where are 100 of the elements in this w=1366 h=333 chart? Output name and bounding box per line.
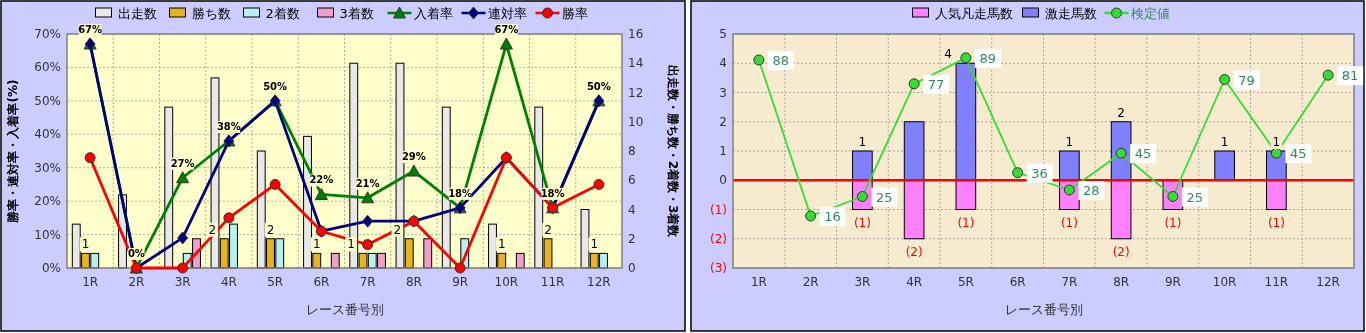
data-label: 45 xyxy=(1290,146,1307,162)
data-label: (2) xyxy=(1112,244,1130,259)
legend-label: 勝ち数 xyxy=(191,6,231,21)
x-tick-label: 1R xyxy=(82,275,99,289)
data-label: 2 xyxy=(393,222,402,237)
data-label: (1) xyxy=(1164,215,1182,230)
y2-tick-label: 10 xyxy=(628,114,644,129)
x-tick-label: 4R xyxy=(906,275,923,289)
x-tick-label: 10R xyxy=(494,275,519,289)
x-tick-label: 11R xyxy=(1264,275,1289,289)
y2-tick-label: 0 xyxy=(628,261,636,275)
y-tick-label: 50% xyxy=(34,93,61,108)
x-tick-label: 8R xyxy=(405,275,422,289)
data-label: 29% xyxy=(401,151,426,163)
y-tick-label: 0% xyxy=(41,261,61,275)
data-label: 1 xyxy=(590,237,599,252)
data-label: 1 xyxy=(1272,135,1281,149)
data-label: 18% xyxy=(540,187,565,199)
data-label: 38% xyxy=(216,120,241,132)
x-tick-label: 3R xyxy=(174,275,191,289)
data-label: 0% xyxy=(127,248,145,259)
x-tick-label: 11R xyxy=(540,275,565,289)
y-tick-label: (1) xyxy=(710,202,727,217)
y2-tick-label: 12 xyxy=(628,85,644,100)
y-tick-label: 70% xyxy=(34,27,61,41)
data-label: 1 xyxy=(347,237,355,252)
y-tick-label: 5 xyxy=(719,27,727,41)
legend-label: 人気凡走馬数 xyxy=(934,6,1013,21)
x-tick-label: 7R xyxy=(359,275,376,289)
data-label: 2 xyxy=(266,222,275,237)
y-axis-title: 勝率・連対率・入着率(%) xyxy=(6,79,20,224)
x-tick-label: 9R xyxy=(452,275,469,289)
legend-label: 勝率 xyxy=(561,6,588,21)
data-label: 79 xyxy=(1238,72,1255,88)
data-label: 88 xyxy=(772,53,790,68)
y-tick-label: 30% xyxy=(34,160,61,175)
x-tick-label: 12R xyxy=(587,275,611,289)
legend-label: 検定値 xyxy=(1130,6,1170,21)
data-label: 1 xyxy=(312,237,321,252)
y2-tick-label: 8 xyxy=(628,144,636,158)
x-tick-label: 6R xyxy=(313,275,330,289)
x-tick-label: 1R xyxy=(750,275,767,289)
x-axis-title: レース番号別 xyxy=(305,302,384,317)
data-label: (1) xyxy=(853,215,871,230)
legend-label: 3着数 xyxy=(339,6,374,21)
y-tick-label: 60% xyxy=(34,60,61,75)
legend-label: 連対率 xyxy=(487,6,527,21)
y2-tick-label: 4 xyxy=(628,202,636,217)
y2-tick-label: 16 xyxy=(628,27,644,41)
data-label: 45 xyxy=(1134,146,1152,162)
data-label: 1 xyxy=(1220,135,1229,149)
data-label: 36 xyxy=(1031,165,1048,181)
y-tick-label: 40% xyxy=(34,127,61,142)
x-axis-title: レース番号別 xyxy=(1004,302,1083,317)
legend-label: 激走馬数 xyxy=(1044,6,1097,21)
data-label: 2 xyxy=(1117,105,1125,120)
data-label: 16 xyxy=(824,209,841,224)
data-label: 18% xyxy=(448,187,473,199)
x-tick-label: 5R xyxy=(267,275,284,289)
x-tick-label: 12R xyxy=(1316,275,1340,289)
legend-label: 2着数 xyxy=(265,6,300,21)
data-label: 25 xyxy=(876,189,893,205)
x-tick-label: 6R xyxy=(1009,275,1026,289)
data-label: 50% xyxy=(586,80,611,92)
y-tick-label: 1 xyxy=(719,144,727,158)
data-label: 67% xyxy=(78,24,103,36)
y-tick-label: 3 xyxy=(719,85,727,100)
data-label: 89 xyxy=(979,50,997,66)
x-tick-label: 5R xyxy=(957,275,974,289)
y2-tick-label: 2 xyxy=(628,231,636,246)
data-label: (1) xyxy=(1060,215,1078,230)
x-tick-label: 10R xyxy=(1212,275,1237,289)
data-label: 2 xyxy=(544,222,552,237)
data-label: 28 xyxy=(1083,183,1100,198)
data-label: 25 xyxy=(1186,189,1204,205)
y-tick-label: 0 xyxy=(719,173,727,188)
y-tick-label: 10% xyxy=(34,227,61,242)
y2-tick-label: 14 xyxy=(628,56,644,71)
data-label: (1) xyxy=(957,215,975,230)
data-label: 27% xyxy=(170,157,195,169)
legend-label: 入着率 xyxy=(413,6,453,21)
data-label: 1 xyxy=(81,237,90,252)
y-tick-label: (3) xyxy=(710,261,727,275)
y2-axis-title: 出走数・勝ち数・2着数・3着数 xyxy=(666,64,680,239)
data-label: 50% xyxy=(263,80,288,92)
data-label: (2) xyxy=(905,244,923,259)
y-tick-label: 20% xyxy=(34,194,61,209)
x-tick-label: 9R xyxy=(1164,275,1181,289)
data-label: 1 xyxy=(497,237,506,252)
y-tick-label: 4 xyxy=(719,56,727,71)
legend-label: 出走数 xyxy=(117,6,157,21)
x-tick-label: 8R xyxy=(1113,275,1130,289)
data-label: 1 xyxy=(1065,135,1074,149)
y2-tick-label: 6 xyxy=(628,173,636,188)
data-label: (1) xyxy=(1267,215,1285,230)
x-tick-label: 7R xyxy=(1061,275,1078,289)
data-label: 22% xyxy=(309,174,334,186)
x-tick-label: 2R xyxy=(128,275,145,289)
data-label: 67% xyxy=(494,24,519,36)
data-label: 77 xyxy=(927,76,945,92)
